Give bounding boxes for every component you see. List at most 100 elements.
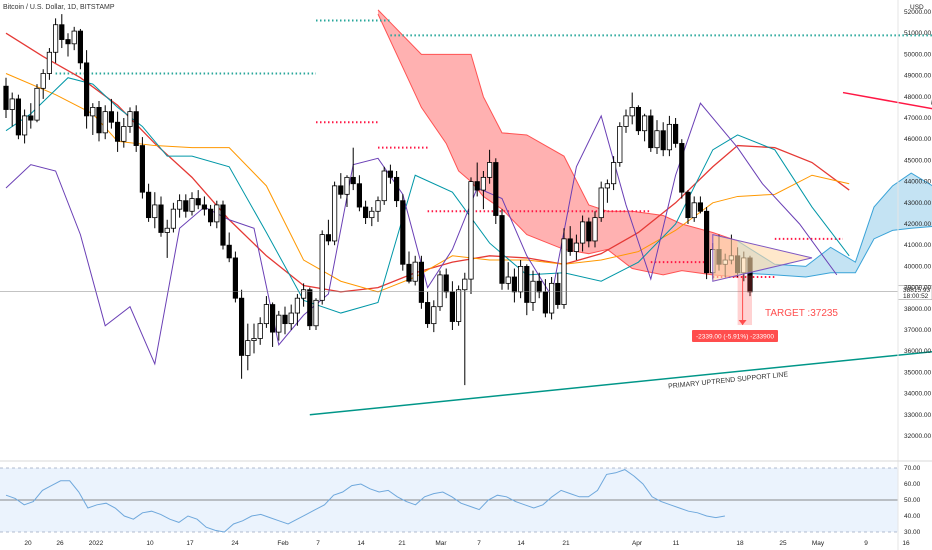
x-tick-label: 11 xyxy=(673,540,680,547)
candle-up xyxy=(666,123,673,151)
trendline xyxy=(309,351,932,416)
x-tick-label: 21 xyxy=(562,540,570,547)
price-tick-label: 39000.00 xyxy=(904,285,931,292)
measure-label-box xyxy=(692,330,778,343)
current-price-label: 38815.93 xyxy=(903,287,930,294)
trendline xyxy=(842,91,932,110)
price-tick-label: 41000.00 xyxy=(904,242,931,249)
candle-up xyxy=(431,306,437,325)
x-tick-label: May xyxy=(812,540,825,547)
candle-down xyxy=(139,145,145,193)
candle-up xyxy=(164,227,170,233)
candle-up xyxy=(331,185,338,242)
candle-down xyxy=(704,210,710,274)
measure-arrowhead xyxy=(738,320,747,326)
candle-down xyxy=(59,24,65,40)
candle-down xyxy=(325,234,332,242)
candle-down xyxy=(400,200,406,265)
candle-up xyxy=(518,265,524,293)
candle-down xyxy=(77,30,83,64)
dotted-levels xyxy=(55,19,932,278)
candle-down xyxy=(362,206,369,219)
trendline-label: PRIMARY UPTREND SUPPORT LINE xyxy=(668,371,789,390)
candle-down xyxy=(648,115,654,149)
target-label: TARGET :37235 xyxy=(765,308,838,319)
candle-down xyxy=(356,183,363,208)
price-tick-label: 33000.00 xyxy=(904,412,931,419)
x-tick-label: 21 xyxy=(398,540,406,547)
candle-down xyxy=(350,176,356,185)
candle-down xyxy=(28,115,34,121)
price-tick-label: 48000.00 xyxy=(904,94,931,101)
candle-up xyxy=(319,234,325,301)
rsi-tick-label: 70.00 xyxy=(904,465,921,472)
x-tick-label: 26 xyxy=(56,540,64,547)
price-tick-label: 40000.00 xyxy=(904,263,931,270)
candle-down xyxy=(474,181,480,191)
x-tick-label: 16 xyxy=(902,540,910,547)
candle-up xyxy=(691,202,697,219)
candle-down xyxy=(238,297,245,356)
candle-down xyxy=(220,204,226,246)
candle-up xyxy=(598,187,604,219)
candle-up xyxy=(21,115,28,136)
candle-down xyxy=(269,304,276,333)
candle-up xyxy=(257,323,263,339)
candle-down xyxy=(195,198,201,206)
candle-up xyxy=(245,340,251,356)
candle-down xyxy=(660,130,666,151)
x-tick-label: 20 xyxy=(24,540,32,547)
candle-up xyxy=(214,204,220,223)
candle-down xyxy=(338,185,344,195)
candle-down xyxy=(586,221,592,242)
candle-up xyxy=(127,111,133,127)
kumo-bull xyxy=(737,173,932,277)
candle-up xyxy=(381,170,387,202)
price-tick-label: 36000.00 xyxy=(904,348,931,355)
symbol-title: Bitcoin / U.S. Dollar, 1D, BITSTAMP xyxy=(3,4,115,11)
rsi-line xyxy=(5,469,725,533)
kumo-span-b xyxy=(377,13,738,278)
candle-down xyxy=(387,170,394,178)
price-tick-label: 34000.00 xyxy=(904,391,931,398)
x-tick-label: 17 xyxy=(186,540,194,547)
candle-down xyxy=(536,280,542,293)
price-tick-label: 35000.00 xyxy=(904,369,931,376)
candle-down xyxy=(567,238,573,252)
candle-up xyxy=(102,111,108,134)
candle-down xyxy=(133,111,139,146)
candle-up xyxy=(642,115,648,132)
candle-down xyxy=(145,191,152,219)
currency-label: USD xyxy=(910,4,924,11)
candle-up xyxy=(313,299,319,327)
price-tick-label: 49000.00 xyxy=(904,73,931,80)
x-tick-label: 24 xyxy=(231,540,239,547)
candle-up xyxy=(412,261,418,282)
indicator-line xyxy=(5,73,850,293)
candle-up xyxy=(176,200,183,210)
candle-down xyxy=(555,282,561,305)
x-tick-label: 7 xyxy=(477,540,481,547)
candle-down xyxy=(697,202,704,212)
x-tick-label: 10 xyxy=(146,540,154,547)
candle-up xyxy=(294,297,301,314)
x-tick-label: 2022 xyxy=(89,540,104,547)
candle-up xyxy=(369,210,375,219)
x-tick-label: 7 xyxy=(316,540,320,547)
candle-down xyxy=(511,276,518,293)
candle-up xyxy=(437,274,443,308)
candle-up xyxy=(276,314,282,333)
candle-up xyxy=(654,130,660,149)
candle-up xyxy=(90,107,96,117)
candle-up xyxy=(121,126,127,142)
rsi-tick-label: 50.00 xyxy=(904,497,921,504)
candle-up xyxy=(40,73,46,89)
x-tick-label: 25 xyxy=(779,540,787,547)
price-tick-label: 38000.00 xyxy=(904,306,931,313)
candle-down xyxy=(96,107,102,134)
candle-up xyxy=(455,289,462,322)
candle-down xyxy=(673,123,679,144)
candle-up xyxy=(549,282,555,314)
candle-down xyxy=(3,85,9,110)
